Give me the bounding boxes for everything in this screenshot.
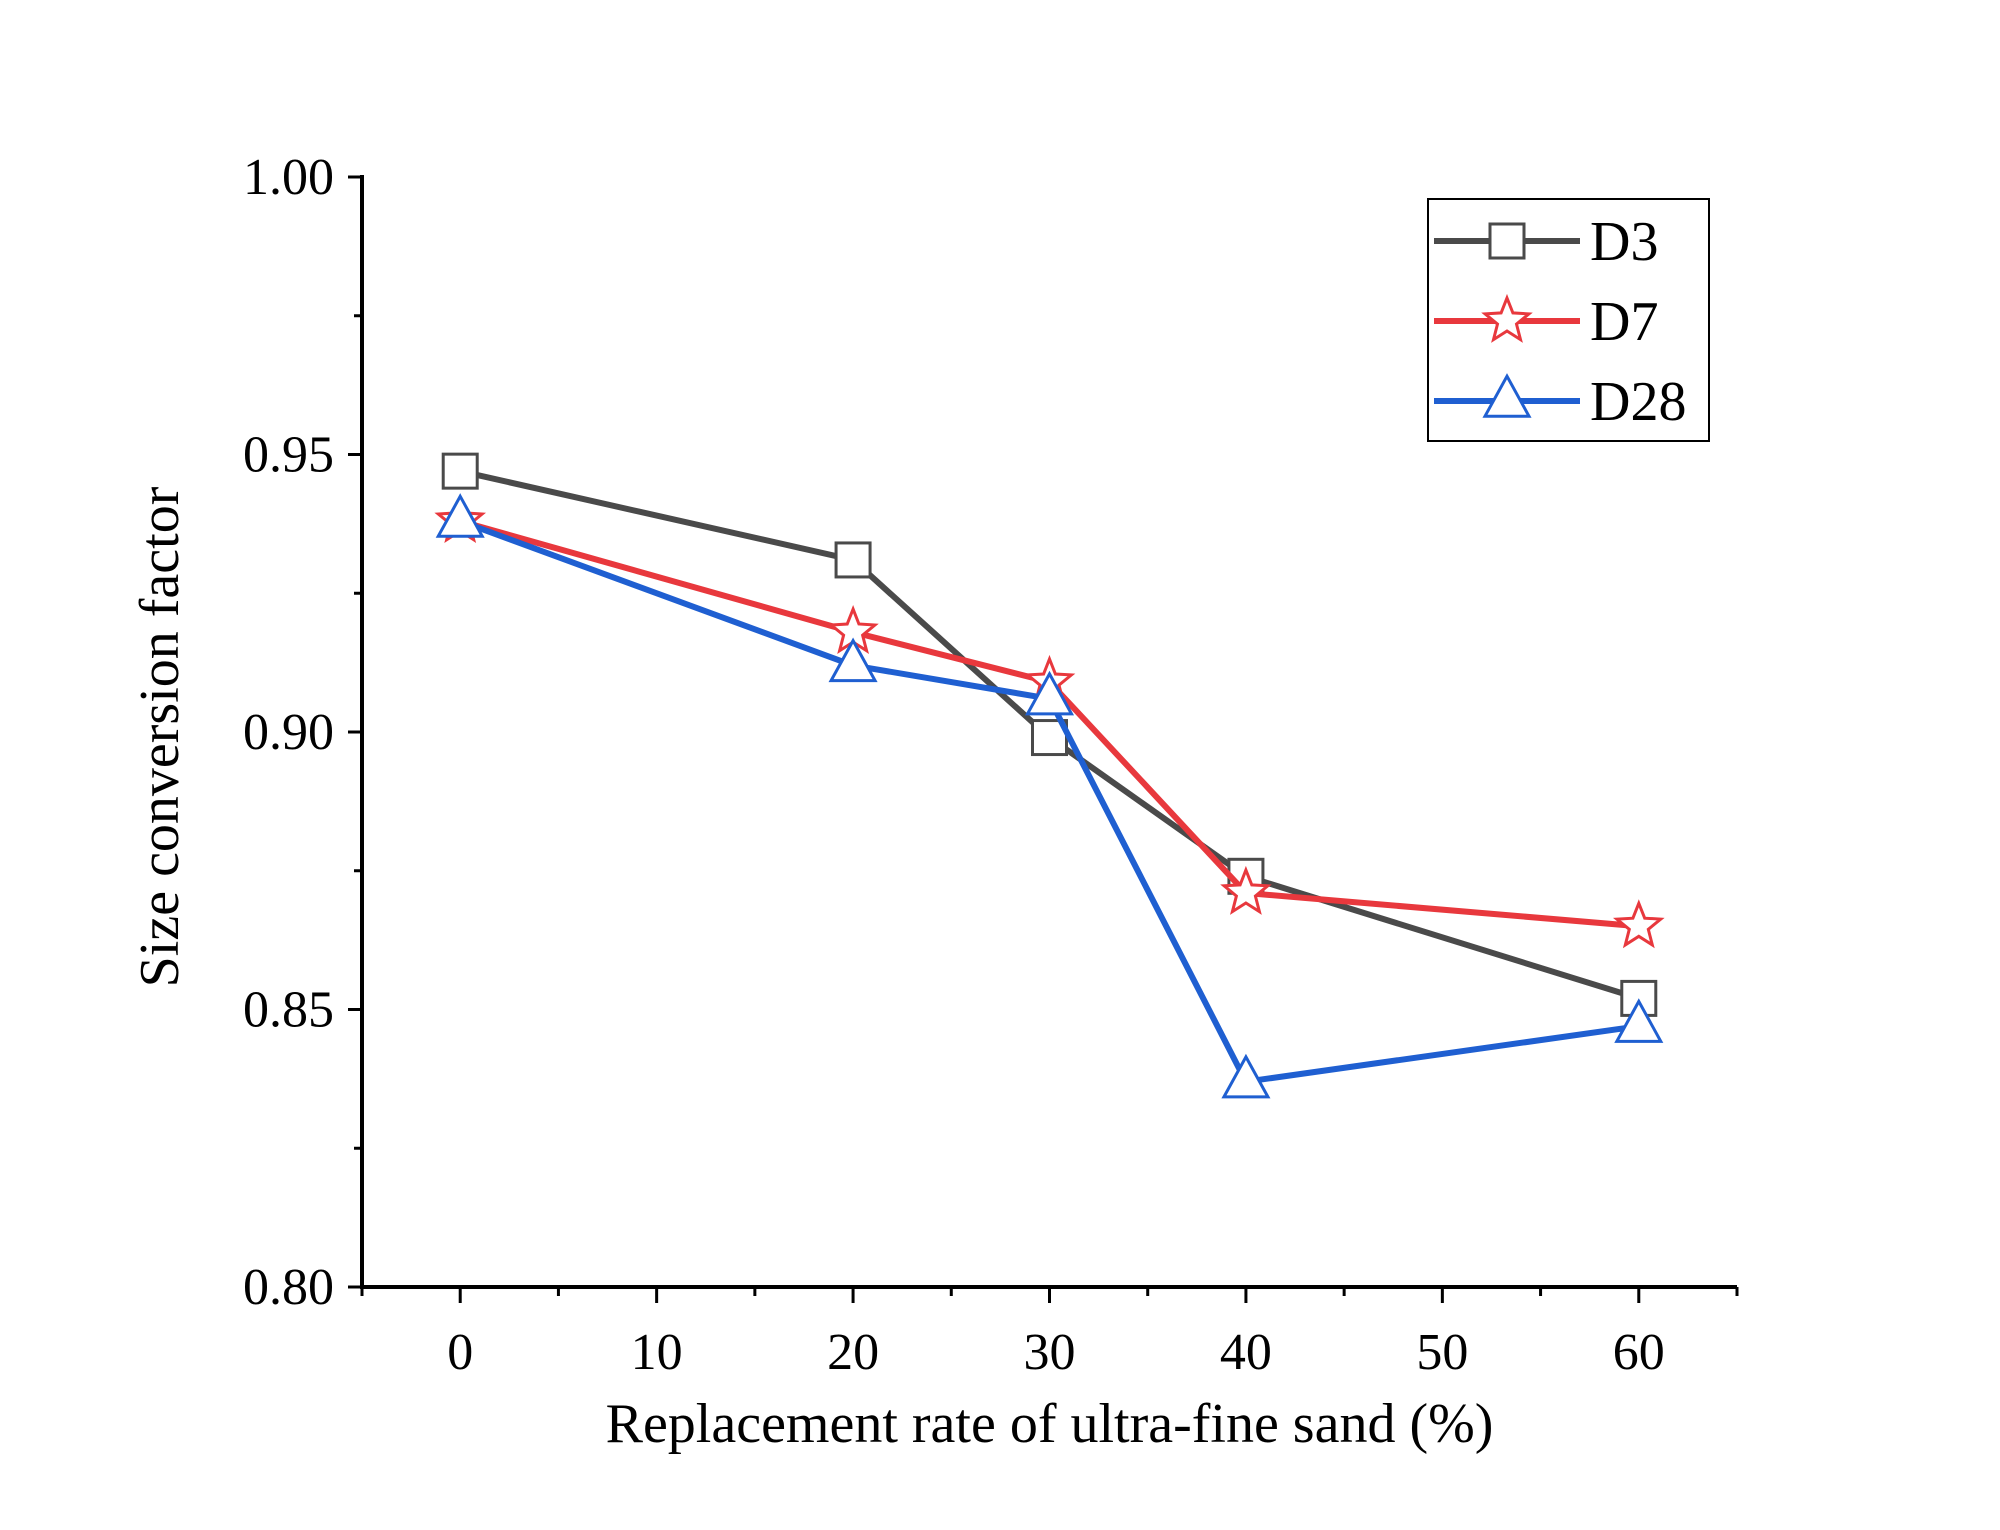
legend-item-d3: D3 <box>1434 211 1658 273</box>
legend-item-d28: D28 <box>1434 371 1686 433</box>
ticks: 0.80 0.85 0.90 0.95 1.00 0 10 20 30 40 50 60 <box>243 149 1739 1381</box>
series-line-d28 <box>459 518 1640 1085</box>
x-tick-label: 20 <box>827 1324 879 1381</box>
x-tick-label: 50 <box>1416 1324 1468 1381</box>
data-point-d28 <box>828 637 878 683</box>
x-tick-label: 10 <box>631 1324 683 1381</box>
x-tick-label: 40 <box>1220 1324 1272 1381</box>
data-point-d7 <box>1612 899 1665 949</box>
legend-item-d7: D7 <box>1434 291 1658 353</box>
y-tick-label: 0.80 <box>243 1259 334 1316</box>
data-point-d28 <box>435 493 485 538</box>
series-layer <box>434 452 1665 1099</box>
y-axis-title: Size conversion factor <box>129 486 191 987</box>
x-tick-label: 60 <box>1613 1324 1665 1381</box>
series-d28 <box>435 493 1664 1099</box>
y-tick-label: 1.00 <box>243 149 334 206</box>
data-point-d3 <box>441 452 479 490</box>
legend-marker-star <box>1481 293 1533 343</box>
legend-label: D3 <box>1590 211 1658 273</box>
y-tick-label: 0.90 <box>243 704 334 761</box>
legend-marker-triangle <box>1482 373 1532 418</box>
data-point-d28 <box>1614 998 1664 1043</box>
data-point-d7 <box>1220 865 1272 915</box>
y-tick-label: 0.85 <box>243 982 334 1039</box>
data-point-d28 <box>1024 670 1075 716</box>
legend-label: D7 <box>1590 291 1658 353</box>
data-point-d3 <box>834 541 872 579</box>
series-d3 <box>441 452 1658 1017</box>
x-axis-title: Replacement rate of ultra-fine sand (%) <box>606 1393 1494 1455</box>
legend: D3 D7 D28 <box>1427 198 1710 442</box>
legend-label: D28 <box>1590 371 1686 433</box>
x-tick-label: 30 <box>1024 1324 1076 1381</box>
y-tick-label: 0.95 <box>243 427 334 484</box>
data-point-d28 <box>1221 1053 1271 1099</box>
legend-marker-square <box>1488 222 1526 260</box>
x-tick-label: 0 <box>447 1324 473 1381</box>
